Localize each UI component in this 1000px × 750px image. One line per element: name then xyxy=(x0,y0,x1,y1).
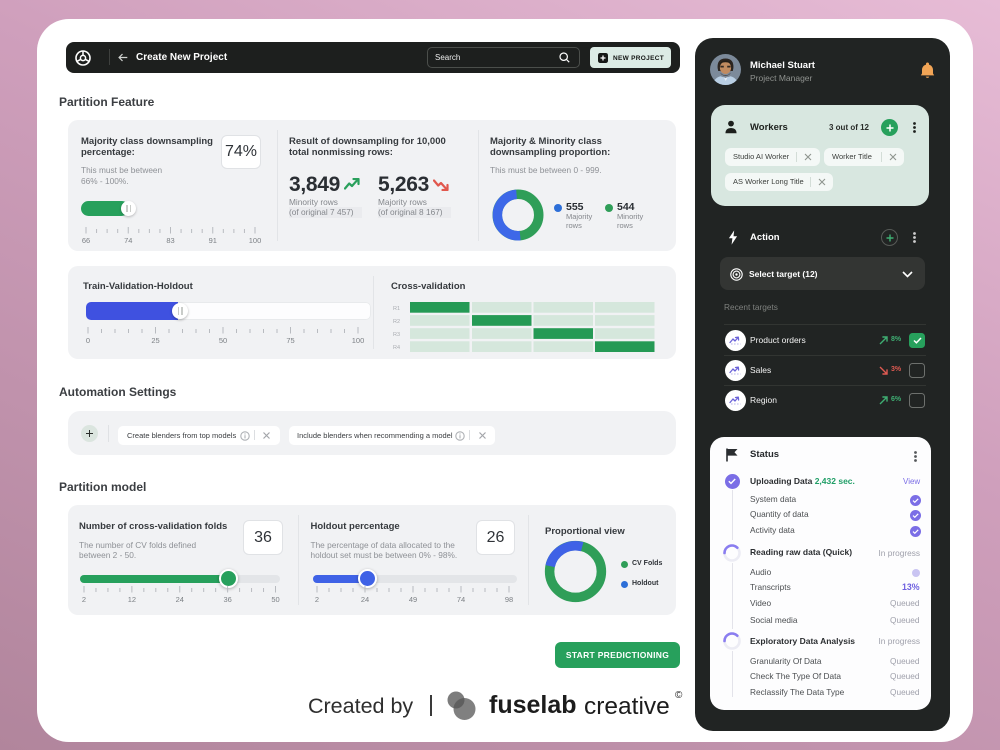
svg-text:24: 24 xyxy=(176,595,184,604)
svg-text:74: 74 xyxy=(457,595,465,604)
svg-text:12: 12 xyxy=(128,595,136,604)
svg-text:36: 36 xyxy=(223,595,231,604)
svg-text:75: 75 xyxy=(286,336,294,345)
svg-text:0: 0 xyxy=(86,336,90,345)
svg-text:91: 91 xyxy=(209,236,217,245)
svg-text:83: 83 xyxy=(166,236,174,245)
svg-text:98: 98 xyxy=(505,595,513,604)
svg-text:66: 66 xyxy=(82,236,90,245)
svg-text:50: 50 xyxy=(219,336,227,345)
svg-text:50: 50 xyxy=(271,595,279,604)
svg-text:100: 100 xyxy=(249,236,262,245)
svg-text:25: 25 xyxy=(151,336,159,345)
svg-text:74: 74 xyxy=(124,236,132,245)
svg-text:2: 2 xyxy=(315,595,319,604)
svg-text:2: 2 xyxy=(82,595,86,604)
svg-text:49: 49 xyxy=(409,595,417,604)
svg-text:100: 100 xyxy=(352,336,365,345)
svg-text:24: 24 xyxy=(361,595,369,604)
